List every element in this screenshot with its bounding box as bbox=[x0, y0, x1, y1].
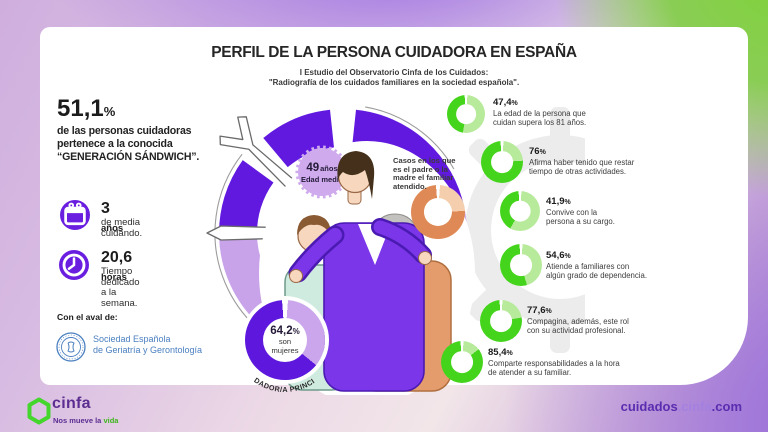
parents-donut-chart: 75,6% bbox=[411, 185, 465, 239]
cinfa-logo-text: cinfa bbox=[52, 395, 91, 412]
parents-donut-value: 75,6% bbox=[425, 207, 451, 217]
calendar-icon bbox=[60, 200, 90, 230]
svg-text:49años: 49años bbox=[306, 162, 337, 174]
parents-note: Casos en los que es el padre o la madre … bbox=[393, 156, 456, 192]
stat-text-shared: 85,4% Comparte responsabilidades a la ho… bbox=[488, 347, 620, 377]
caregiver-woman bbox=[288, 151, 432, 392]
sandwich-generation-text: de las personas cuidadoras pertenece a l… bbox=[57, 125, 200, 163]
cinfa-tagline: Nos mueve la vida bbox=[53, 416, 119, 425]
stat-donut-age81 bbox=[447, 95, 485, 133]
stat-donut-dependence bbox=[500, 244, 542, 286]
footer-url[interactable]: cuidados.cinfa.com bbox=[620, 399, 742, 414]
stat-text-cohabit: 41,9% Convive con la persona a su cargo. bbox=[546, 196, 615, 226]
stat-donut-cohabit bbox=[500, 191, 540, 231]
stat-donut-shared bbox=[441, 341, 483, 383]
women-donut-chart: 64,2% son mujeres bbox=[245, 300, 325, 380]
endorsement-label: Con el aval de: bbox=[57, 312, 118, 322]
average-age-label: Edad media bbox=[301, 175, 344, 184]
clock-icon bbox=[59, 250, 89, 280]
stat-text-age81: 47,4% La edad de la persona que cuidan s… bbox=[493, 97, 587, 127]
segg-name: Sociedad Española de Geriatría y Geronto… bbox=[93, 334, 203, 355]
stat-text-work: 77,6% Compagina, además, este rol con su… bbox=[527, 305, 629, 335]
page-title: PERFIL DE LA PERSONA CUIDADORA EN ESPAÑA bbox=[211, 44, 577, 61]
subtitle-line-1: I Estudio del Observatorio Cinfa de los … bbox=[299, 68, 489, 77]
cinfa-hexagon-icon bbox=[26, 397, 52, 430]
segg-seal-logo bbox=[55, 331, 87, 368]
caregiver-arc-label: CUIDADOR/A PRINCIPAL bbox=[225, 352, 316, 394]
svg-text:CUIDADOR/A PRINCIPAL: CUIDADOR/A PRINCIPAL bbox=[225, 352, 316, 394]
stat-text-time: 76% Afirma haber tenido que restar tiemp… bbox=[529, 146, 635, 176]
sandwich-generation-stat: 51,1% bbox=[57, 95, 116, 122]
illustration-family bbox=[284, 151, 452, 392]
stat-text-dependence: 54,6% Atiende a familiares con algún gra… bbox=[546, 250, 648, 280]
stat-donut-work bbox=[480, 300, 522, 342]
subtitle-line-2: "Radiografía de los cuidados familiares … bbox=[268, 78, 520, 87]
stat-donut-time bbox=[481, 141, 523, 183]
